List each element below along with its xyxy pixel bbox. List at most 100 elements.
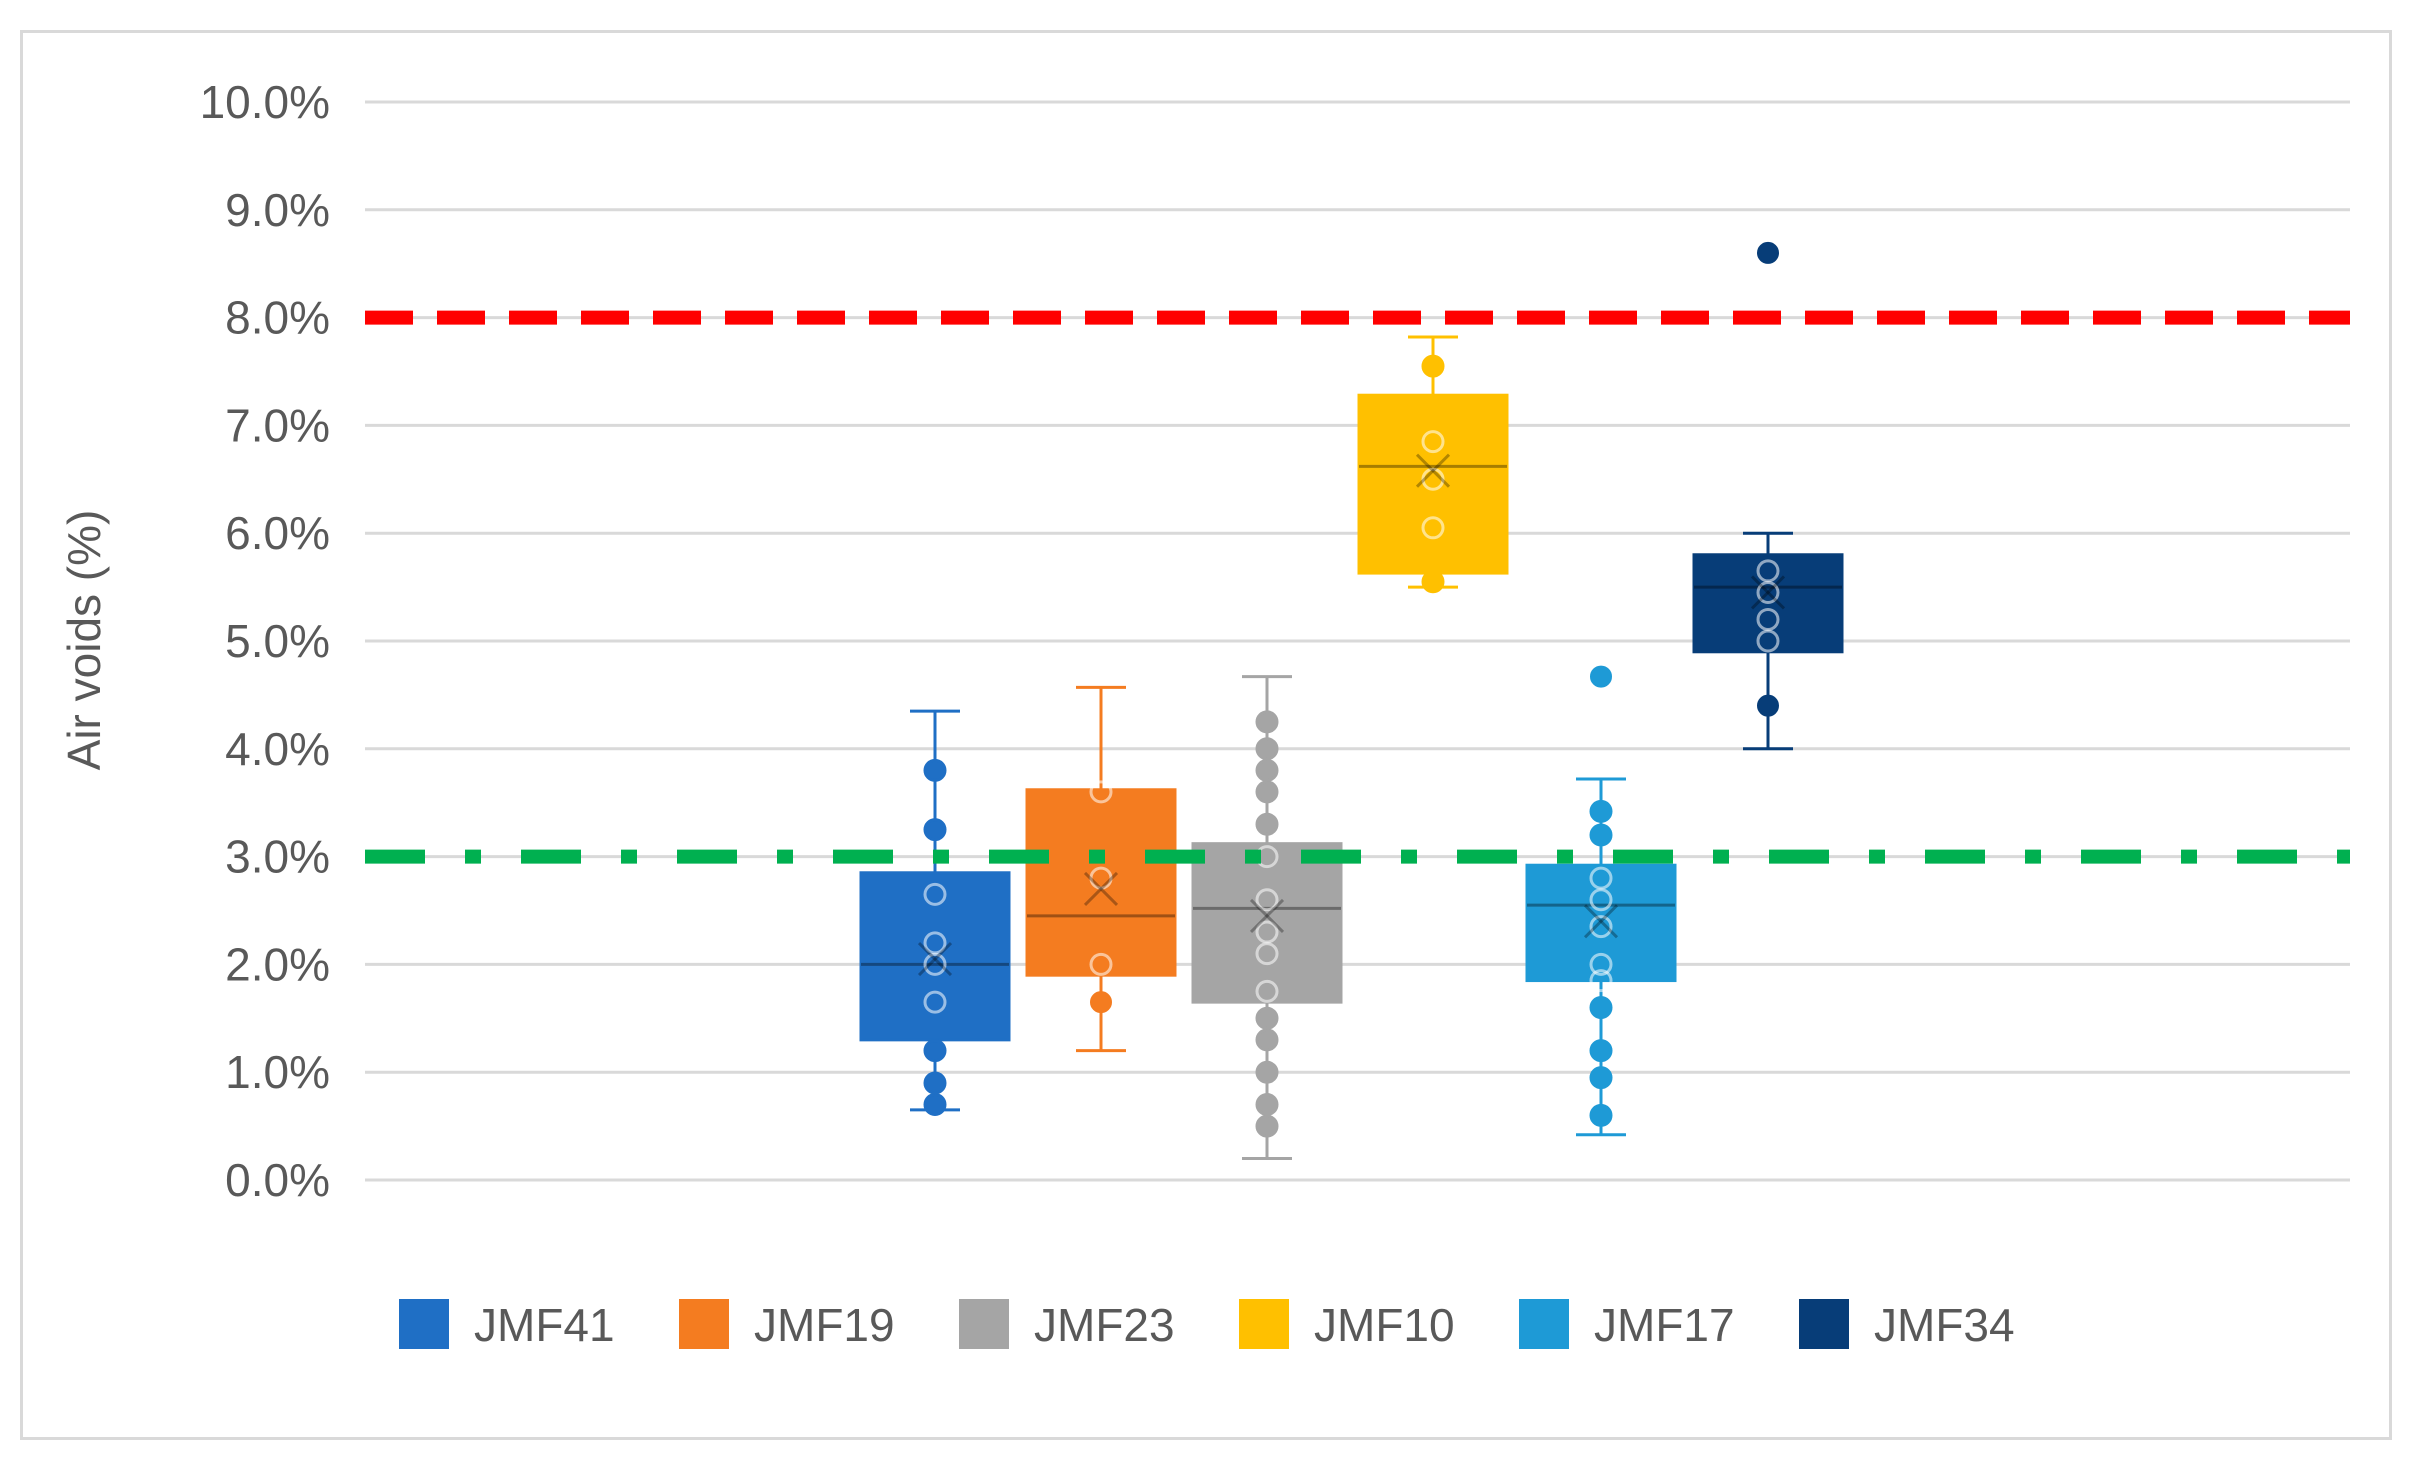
data-point <box>1589 799 1613 823</box>
box-jmf34 <box>1692 241 1844 751</box>
data-point <box>1255 758 1279 782</box>
data-point <box>1756 559 1780 583</box>
data-point <box>1089 866 1113 890</box>
legend-label: JMF10 <box>1314 1299 1455 1351</box>
legend-swatch <box>1799 1299 1849 1349</box>
y-axis-ticks: 0.0% 1.0% 2.0% 3.0% 4.0% 5.0% 6.0% 7.0% 8.0% 9.0%… <box>200 76 330 1206</box>
data-point <box>1589 888 1613 912</box>
y-axis-title: Air voids (%) <box>58 510 110 771</box>
data-point <box>1089 952 1113 976</box>
mean-marker <box>917 941 953 977</box>
data-point <box>1589 866 1613 890</box>
data-point <box>1589 1066 1613 1090</box>
data-point <box>923 758 947 782</box>
y-tick-label: 7.0% <box>225 399 330 451</box>
gridlines <box>365 100 2350 1182</box>
legend-label: JMF17 <box>1594 1299 1735 1351</box>
chart-frame <box>20 30 2392 1440</box>
legend-item-jmf41: JMF41 <box>399 1299 615 1351</box>
mean-marker-stroke <box>1415 453 1451 488</box>
mean-marker-stroke <box>917 941 953 977</box>
legend-item-jmf34: JMF34 <box>1799 1299 2015 1351</box>
data-point <box>1255 710 1279 734</box>
data-point <box>1589 969 1613 993</box>
mean-marker-stroke <box>917 941 953 977</box>
legend-swatch <box>1239 1299 1289 1349</box>
data-point <box>1255 780 1279 804</box>
y-tick-label: 8.0% <box>225 292 330 344</box>
data-point <box>1255 1006 1279 1030</box>
data-point <box>923 990 947 1014</box>
data-point <box>1421 467 1445 491</box>
data-point <box>923 1071 947 1095</box>
legend-item-jmf19: JMF19 <box>679 1299 895 1351</box>
data-point <box>1255 920 1279 944</box>
legend-item-jmf17: JMF17 <box>1519 1299 1735 1351</box>
data-point <box>1421 354 1445 378</box>
y-tick-label: 9.0% <box>225 184 330 236</box>
mean-marker-stroke <box>1249 898 1285 933</box>
y-tick-label: 6.0% <box>225 507 330 559</box>
data-point <box>1756 629 1780 653</box>
mean-marker-stroke <box>1083 871 1119 907</box>
data-point <box>1756 607 1780 631</box>
legend-item-jmf23: JMF23 <box>959 1299 1175 1351</box>
data-point <box>1589 1103 1613 1127</box>
data-point <box>1589 915 1613 939</box>
boxes <box>859 241 1844 1160</box>
mean-marker-stroke <box>1583 904 1619 939</box>
iqr-box <box>1525 863 1677 983</box>
data-point <box>923 952 947 976</box>
outlier-point <box>1590 665 1612 688</box>
mean-marker <box>1750 575 1786 610</box>
outlier-point <box>1757 241 1779 264</box>
y-tick-label: 5.0% <box>225 615 330 667</box>
data-point <box>1255 1114 1279 1138</box>
mean-marker <box>1415 453 1451 488</box>
box-jmf19 <box>1025 685 1177 1053</box>
legend-swatch <box>679 1299 729 1349</box>
data-point <box>1589 823 1613 847</box>
legend-label: JMF41 <box>474 1299 615 1351</box>
data-point <box>1255 888 1279 912</box>
outlier-point <box>1757 694 1779 717</box>
data-point <box>923 882 947 906</box>
mean-marker-stroke <box>1249 898 1285 933</box>
mean-marker-stroke <box>1750 575 1786 610</box>
y-tick-label: 3.0% <box>225 831 330 883</box>
data-point <box>1255 942 1279 966</box>
mean-marker <box>1583 904 1619 939</box>
legend-label: JMF34 <box>1874 1299 2015 1351</box>
data-point <box>1255 737 1279 761</box>
box-jmf41 <box>859 709 1011 1117</box>
legend: JMF41 JMF19 JMF23 JMF10 JMF17 JMF34 <box>399 1299 2015 1351</box>
data-point <box>1255 812 1279 836</box>
iqr-box <box>1025 788 1177 977</box>
legend-swatch <box>1519 1299 1569 1349</box>
data-point <box>1089 780 1113 804</box>
data-point <box>1589 1039 1613 1063</box>
legend-swatch <box>399 1299 449 1349</box>
reference-lines <box>365 310 2350 864</box>
iqr-box <box>859 871 1011 1042</box>
outlier-point <box>1090 991 1112 1014</box>
data-point <box>1255 1028 1279 1052</box>
data-point <box>1589 996 1613 1020</box>
box-jmf17 <box>1525 665 1677 1137</box>
data-point <box>923 931 947 955</box>
legend-label: JMF23 <box>1034 1299 1175 1351</box>
data-point <box>923 818 947 842</box>
data-point <box>1756 580 1780 604</box>
mean-marker <box>1249 898 1285 933</box>
y-tick-label: 2.0% <box>225 938 330 990</box>
data-point <box>923 1039 947 1063</box>
mean-marker-stroke <box>1415 453 1451 488</box>
mean-marker-stroke <box>1750 575 1786 610</box>
data-point <box>1255 1093 1279 1117</box>
data-point <box>1589 952 1613 976</box>
mean-marker-stroke <box>1083 871 1119 907</box>
y-tick-label: 10.0% <box>200 76 330 128</box>
data-point <box>1421 430 1445 454</box>
legend-item-jmf10: JMF10 <box>1239 1299 1455 1351</box>
